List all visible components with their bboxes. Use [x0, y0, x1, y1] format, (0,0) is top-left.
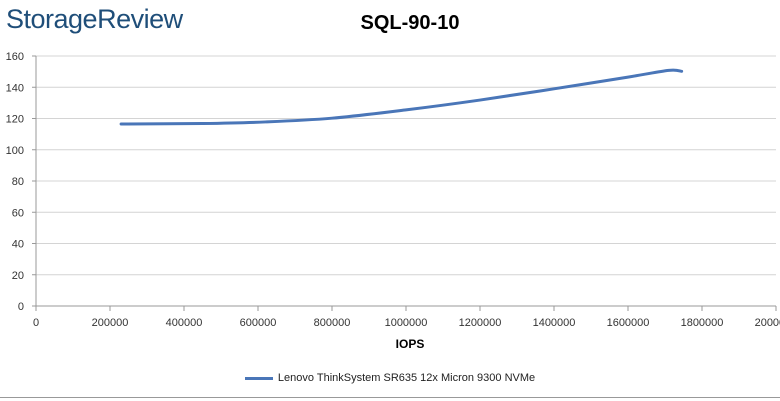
x-tick-label: 1600000 — [607, 317, 650, 329]
x-tick-label: 1800000 — [681, 317, 724, 329]
x-tick-label: 0 — [33, 317, 39, 329]
y-tick-label: 60 — [12, 207, 24, 219]
x-tick-label: 1000000 — [385, 317, 428, 329]
y-tick-label: 80 — [12, 176, 24, 188]
divider — [0, 397, 780, 398]
x-tick-label: 400000 — [166, 317, 203, 329]
x-tick-label: 1400000 — [533, 317, 576, 329]
legend: Lenovo ThinkSystem SR635 12x Micron 9300… — [0, 372, 780, 384]
x-tick-label: 800000 — [314, 317, 351, 329]
chart-title: SQL-90-10 — [360, 12, 460, 34]
legend-swatch — [244, 376, 273, 380]
x-axis-label: IOPS — [395, 337, 425, 351]
y-tick-label: 40 — [12, 239, 24, 251]
x-tick-label: 1200000 — [459, 317, 502, 329]
legend-label: Lenovo ThinkSystem SR635 12x Micron 9300… — [277, 372, 536, 385]
x-tick-label: 2000000 — [755, 317, 780, 329]
y-tick-label: 160 — [6, 51, 24, 63]
y-tick-label: 100 — [6, 145, 24, 157]
x-tick-label: 200000 — [92, 317, 129, 329]
y-tick-label: 120 — [6, 114, 24, 126]
storagereview-logo: StorageReview — [6, 4, 183, 34]
x-tick-label: 600000 — [240, 317, 277, 329]
y-tick-label: 20 — [12, 270, 24, 282]
y-tick-label: 140 — [6, 82, 24, 94]
y-tick-label: 0 — [18, 301, 24, 313]
series-line — [119, 68, 684, 126]
